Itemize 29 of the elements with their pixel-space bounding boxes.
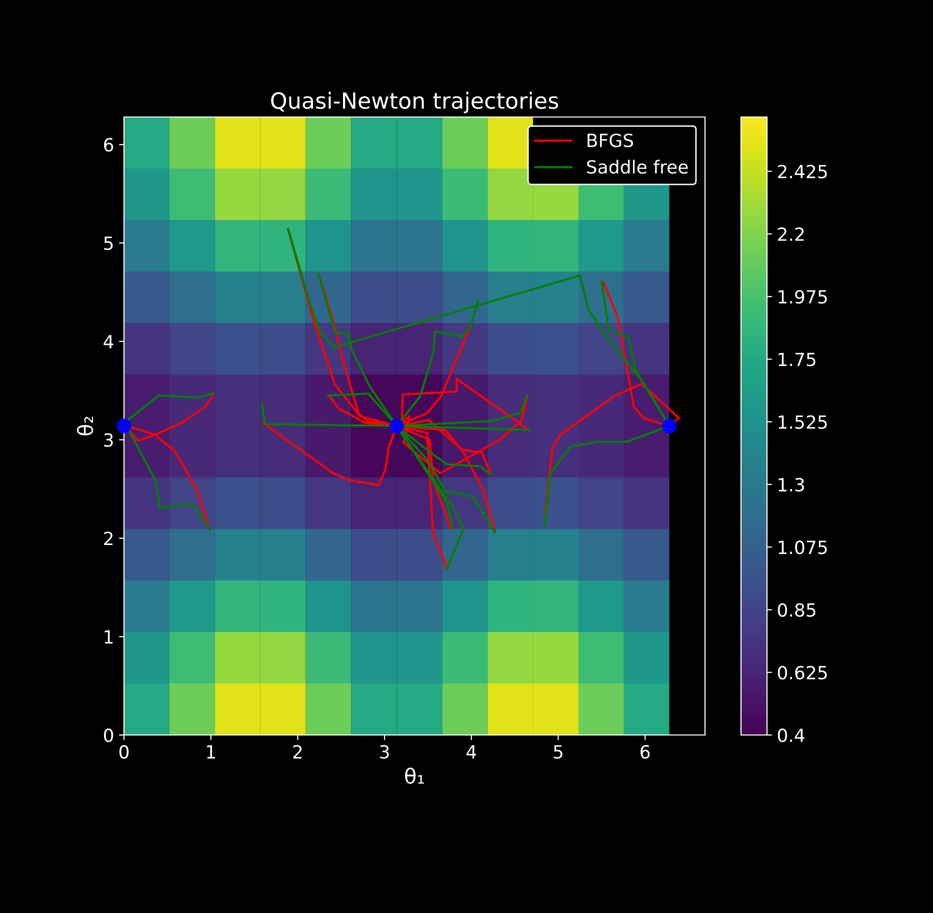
color-bar-label: 0.4 (778, 728, 804, 742)
color-bar-label: 0.625 (778, 666, 827, 680)
y-tick-label: 6 (104, 138, 114, 152)
color-bar-label: 2.425 (778, 164, 827, 178)
color-bar-label: 1.075 (778, 540, 827, 554)
y-tick-label: 0 (104, 728, 114, 742)
x-tick-label: 0 (119, 745, 129, 759)
color-bar-label: 1.525 (778, 415, 827, 429)
x-tick-label: 3 (380, 745, 389, 759)
y-axis-title: θ₂ (76, 416, 94, 436)
y-tick-label: 1 (104, 630, 113, 644)
y-tick-label: 3 (104, 433, 113, 447)
color-bar-label: 1.3 (778, 478, 804, 492)
x-tick-label: 5 (554, 745, 562, 759)
x-tick-label: 2 (293, 745, 302, 758)
chart-title: Quasi-Newton trajectories (271, 92, 558, 114)
color-bar-label: 1.75 (778, 352, 816, 366)
legend-label: BFGS (588, 134, 634, 148)
y-tick-label: 5 (104, 236, 113, 250)
y-tick-label: 4 (104, 335, 114, 348)
color-bar-label: 1.975 (778, 290, 827, 304)
y-tick-label: 2 (104, 532, 112, 546)
color-bar-label: 0.85 (778, 603, 816, 617)
x-axis-title: θ₁ (405, 768, 424, 784)
color-bar-label: 2.2 (778, 227, 804, 241)
legend-label: Saddle free (587, 160, 688, 174)
x-tick-label: 1 (207, 745, 215, 758)
x-tick-label: 6 (640, 745, 650, 759)
x-tick-label: 4 (466, 745, 476, 758)
